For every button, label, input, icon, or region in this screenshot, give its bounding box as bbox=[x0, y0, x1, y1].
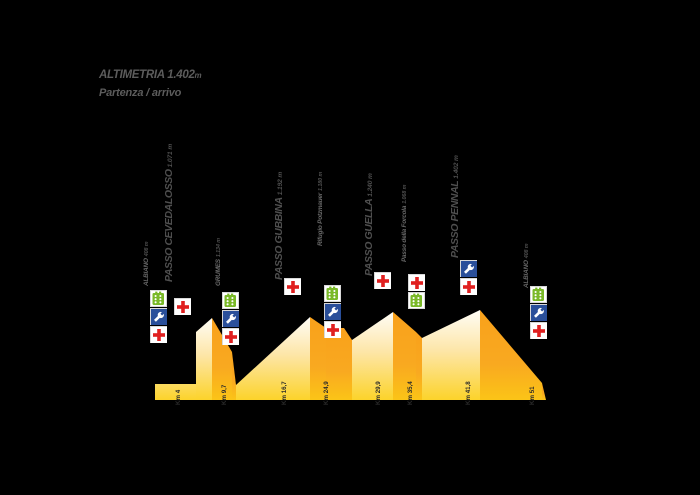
title-value: 1.402 bbox=[167, 69, 195, 81]
service-icon-stack bbox=[222, 292, 239, 345]
segment-ascent-4 bbox=[352, 312, 393, 400]
segment-descent-3b bbox=[416, 332, 422, 400]
poi-name: ALBIANO bbox=[143, 258, 150, 286]
segment-ascent-2 bbox=[196, 318, 212, 400]
poi-text-rotated: PASSO GUBBINA1.192 m bbox=[270, 172, 286, 280]
segment-descent-1 bbox=[212, 318, 232, 400]
poi-name: PASSO GUELLA bbox=[363, 198, 375, 276]
km-tick-label: Km 35,4 bbox=[407, 381, 414, 405]
segment-descent-3 bbox=[393, 312, 416, 400]
segment-ascent-3 bbox=[236, 317, 310, 400]
poi-altitude: 1.192 m bbox=[277, 171, 284, 196]
poi-name: PASSO CEVEDALOSSO bbox=[163, 169, 175, 282]
poi-name: PASSO PENNAL bbox=[449, 180, 461, 258]
segment-descent-1b bbox=[232, 352, 236, 400]
poi-text-rotated: GRUMES1.134 m bbox=[208, 238, 224, 286]
service-icon-stack bbox=[408, 274, 425, 309]
poi-text-rotated: Passo della Forcola1.068 m bbox=[394, 185, 410, 262]
red-cross-medical-icon bbox=[174, 298, 191, 315]
segment-descent-2 bbox=[310, 317, 326, 400]
page-title: ALTIMETRIA 1.402m bbox=[99, 69, 399, 82]
segment-ascent-1 bbox=[155, 332, 196, 400]
red-cross-medical-icon bbox=[408, 274, 425, 291]
segment-descent-4 bbox=[480, 310, 542, 400]
km-tick-label: Km 4 bbox=[175, 389, 182, 405]
service-icon-stack bbox=[460, 260, 477, 295]
food-ristoro-icon bbox=[222, 292, 239, 309]
poi-text-rotated: ALBIANO408 m bbox=[136, 241, 152, 286]
poi-text-rotated: ALBIANO408 m bbox=[516, 243, 532, 288]
km-tick-label: Km 9,7 bbox=[221, 384, 228, 405]
title-label: ALTIMETRIA bbox=[99, 69, 165, 81]
wrench-mechanical-assistance-icon bbox=[150, 308, 167, 325]
poi-altitude: 1.240 m bbox=[367, 173, 374, 197]
poi-altitude: 408 m bbox=[524, 243, 530, 259]
food-ristoro-icon bbox=[530, 286, 547, 303]
red-cross-medical-icon bbox=[374, 272, 391, 289]
red-cross-medical-icon bbox=[284, 278, 301, 295]
service-icon-stack bbox=[530, 286, 547, 339]
title-unit: m bbox=[194, 71, 202, 80]
profile-segments bbox=[155, 310, 546, 400]
poi-altitude: 1.068 m bbox=[402, 184, 408, 204]
poi-altitude: 1.071 m bbox=[167, 143, 174, 168]
poi-text-rotated: Rifugio Potzmauer1.180 m bbox=[310, 172, 326, 246]
food-ristoro-icon bbox=[408, 292, 425, 309]
chart-subtitle: Partenza / arrivo bbox=[99, 87, 182, 99]
red-cross-medical-icon bbox=[460, 278, 477, 295]
segment-ascent-5 bbox=[422, 310, 480, 400]
km-tick-label: Km 41,8 bbox=[465, 381, 472, 405]
km-tick-label: Km 29,9 bbox=[375, 381, 382, 405]
segment-finish bbox=[542, 383, 546, 400]
km-tick-label: Km 16,7 bbox=[281, 381, 288, 405]
service-icon-stack bbox=[284, 278, 301, 295]
poi-name: ALBIANO bbox=[523, 260, 530, 288]
segment-descent-2b bbox=[344, 328, 352, 400]
poi-name: GRUMES bbox=[215, 259, 222, 286]
food-ristoro-icon bbox=[324, 285, 341, 302]
chart-title-block: ALTIMETRIA 1.402m Partenza / arrivo bbox=[99, 69, 399, 100]
wrench-mechanical-assistance-icon bbox=[324, 303, 341, 320]
poi-name: Passo della Forcola bbox=[401, 205, 408, 262]
poi-altitude: 1.180 m bbox=[318, 171, 324, 191]
km-tick-label: Km 24,9 bbox=[323, 381, 330, 405]
red-cross-medical-icon bbox=[150, 326, 167, 343]
service-icon-stack bbox=[324, 285, 341, 338]
red-cross-medical-icon bbox=[530, 322, 547, 339]
service-icon-stack bbox=[174, 298, 191, 315]
red-cross-medical-icon bbox=[324, 321, 341, 338]
wrench-mechanical-assistance-icon bbox=[222, 310, 239, 327]
service-icon-stack bbox=[150, 290, 167, 343]
segment-plateau-1 bbox=[326, 328, 344, 400]
food-ristoro-icon bbox=[150, 290, 167, 307]
poi-text-rotated: PASSO GUELLA1.240 m bbox=[360, 173, 376, 276]
poi-text-rotated: PASSO CEVEDALOSSO1.071 m bbox=[160, 144, 176, 282]
km-tick-label: Km 51 bbox=[529, 386, 536, 405]
service-icon-stack bbox=[374, 272, 391, 289]
poi-name: Rifugio Potzmauer bbox=[317, 192, 324, 246]
poi-altitude: 408 m bbox=[144, 241, 150, 257]
poi-name: PASSO GUBBINA bbox=[273, 197, 285, 280]
poi-altitude: 1.402 m bbox=[453, 155, 460, 179]
wrench-mechanical-assistance-icon bbox=[530, 304, 547, 321]
poi-altitude: 1.134 m bbox=[216, 238, 222, 258]
wrench-mechanical-assistance-icon bbox=[460, 260, 477, 277]
poi-text-rotated: PASSO PENNAL1.402 m bbox=[446, 155, 462, 258]
red-cross-medical-icon bbox=[222, 328, 239, 345]
